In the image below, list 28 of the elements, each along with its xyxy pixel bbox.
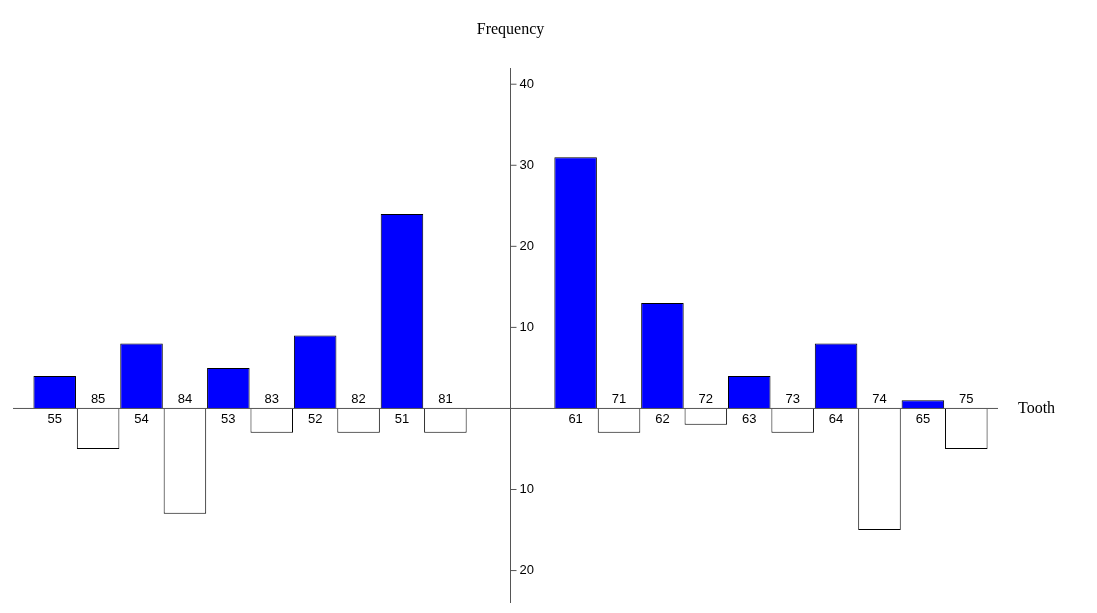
x-tick-label: 74: [872, 390, 887, 406]
x-tick-label: 52: [307, 410, 323, 426]
x-tick-label: 53: [221, 410, 236, 426]
x-tick-label: 85: [90, 390, 106, 406]
x-tick-label: 71: [611, 390, 627, 406]
x-tick-label: 72: [698, 390, 714, 406]
y-tick-label: 40: [519, 75, 534, 91]
x-tick-label: 63: [742, 410, 757, 426]
y-tick-label: 10: [519, 318, 534, 334]
x-tick-label: 81: [438, 390, 453, 406]
x-tick-label: 61: [568, 410, 583, 426]
y-axis-title: Frequency: [476, 20, 545, 39]
y-tick-label: 20: [519, 562, 534, 578]
x-axis-title: Tooth: [1018, 398, 1056, 416]
x-tick-label: 55: [47, 410, 62, 426]
x-tick-label: 51: [394, 410, 410, 426]
y-tick-label: 30: [519, 156, 534, 172]
x-tick-label: 75: [959, 390, 974, 406]
x-tick-label: 65: [915, 410, 931, 426]
x-tick-label: 73: [785, 390, 800, 406]
x-tick-label: 54: [134, 410, 149, 426]
y-tick-label: 10: [519, 481, 534, 497]
x-tick-label: 84: [177, 390, 193, 406]
x-tick-label: 82: [351, 390, 366, 406]
x-tick-label: 83: [264, 390, 279, 406]
y-tick-label: 20: [519, 237, 534, 253]
x-tick-label: 62: [655, 410, 670, 426]
x-tick-label: 64: [828, 410, 844, 426]
